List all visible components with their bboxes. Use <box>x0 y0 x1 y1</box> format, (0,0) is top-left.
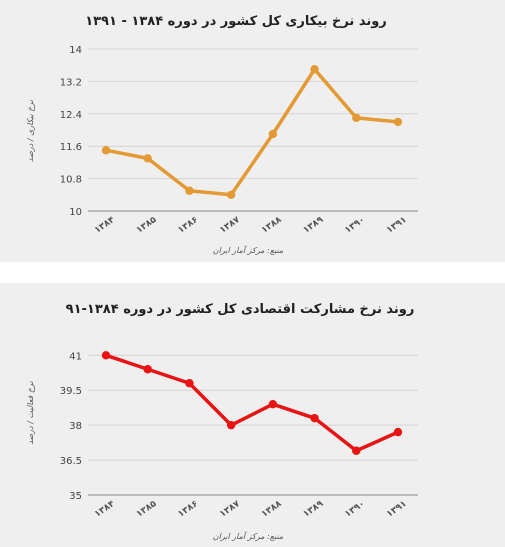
data-point <box>352 113 361 123</box>
chart-title: روند نرخ بیکاری کل کشور در دوره ۱۳۸۴ - ۱… <box>85 14 387 29</box>
x-axis-label: منبع: مرکز آمار ایران <box>213 531 284 541</box>
x-tick-label: ۱۳۸۵ <box>135 499 159 520</box>
y-tick-label: 12.4 <box>60 110 82 121</box>
x-tick-label: ۱۳۸۵ <box>135 215 159 236</box>
data-point <box>310 413 319 423</box>
y-tick-label: 10.8 <box>60 175 82 186</box>
unemployment-line-chart: روند نرخ بیکاری کل کشور در دوره ۱۳۸۴ - ۱… <box>26 14 418 255</box>
y-tick-label: 38 <box>69 421 82 432</box>
data-point <box>393 427 403 437</box>
y-tick-label: 39.5 <box>60 386 82 397</box>
data-point <box>101 351 111 360</box>
x-tick-label: ۱۳۸۸ <box>260 499 284 520</box>
y-axis-label: نرخ فعالیت / درصد <box>26 381 35 445</box>
x-tick-label: ۱۳۸۷ <box>218 215 242 236</box>
y-tick-label: 10 <box>69 207 82 218</box>
data-point <box>226 420 236 430</box>
x-axis-label: منبع: مرکز آمار ایران <box>213 245 284 255</box>
x-tick-label: ۱۳۸۴ <box>93 499 117 520</box>
x-tick-label: ۱۳۹۱ <box>385 215 409 236</box>
data-point <box>185 379 194 388</box>
x-tick-label: ۱۳۹۱ <box>385 499 409 520</box>
x-tick-label: ۱۳۸۹ <box>302 215 326 236</box>
y-tick-label: 35 <box>69 491 82 502</box>
data-point <box>268 399 278 409</box>
participation-chart-panel: روند نرخ مشارکت اقتصادی کل کشور در دوره … <box>0 283 505 547</box>
x-tick-label: ۱۳۹۰ <box>343 215 367 236</box>
chart-title: روند نرخ مشارکت اقتصادی کل کشور در دوره … <box>66 302 415 317</box>
x-tick-label: ۱۳۸۴ <box>93 215 117 236</box>
y-tick-label: 13.2 <box>60 77 82 88</box>
unemployment-chart-panel: روند نرخ بیکاری کل کشور در دوره ۱۳۸۴ - ۱… <box>0 0 505 262</box>
x-tick-label: ۱۳۸۹ <box>302 499 326 520</box>
data-point <box>268 129 278 139</box>
y-axis-label: نرخ بیکاری / درصد <box>26 99 35 162</box>
x-tick-label: ۱۳۸۶ <box>176 499 200 520</box>
series-line <box>104 353 400 453</box>
y-tick-label: 11.6 <box>60 142 82 153</box>
data-point <box>143 365 152 374</box>
y-tick-label: 36.5 <box>60 456 82 467</box>
data-point <box>393 117 403 127</box>
data-point <box>352 446 361 455</box>
y-tick-label: 41 <box>69 351 82 362</box>
x-tick-label: ۱۳۸۷ <box>218 499 242 520</box>
x-tick-label: ۱۳۸۶ <box>176 215 200 236</box>
data-point <box>143 154 152 163</box>
x-tick-label: ۱۳۹۰ <box>343 499 367 520</box>
data-point <box>185 186 194 195</box>
data-point <box>101 146 111 155</box>
y-tick-label: 14 <box>69 45 82 56</box>
series-line <box>104 67 400 197</box>
x-tick-label: ۱۳۸۸ <box>260 215 284 236</box>
data-point <box>226 190 236 199</box>
data-point <box>310 65 319 74</box>
participation-line-chart: روند نرخ مشارکت اقتصادی کل کشور در دوره … <box>26 302 418 541</box>
